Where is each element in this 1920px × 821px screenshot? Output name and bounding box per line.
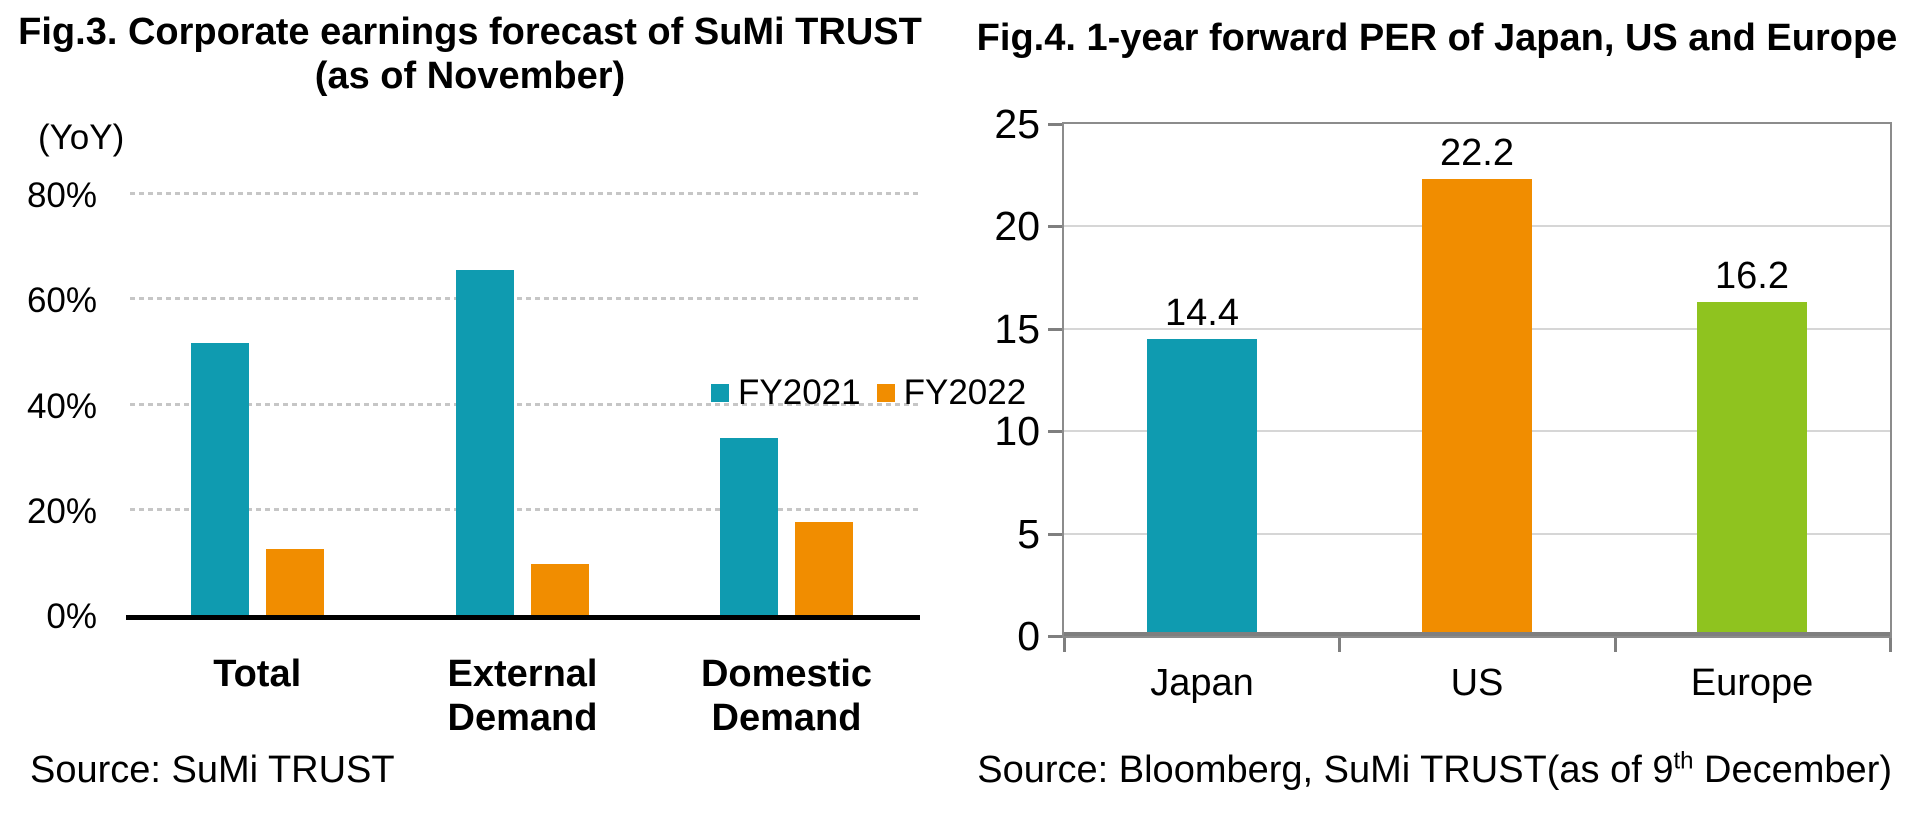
fig3-source: Source: SuMi TRUST <box>30 749 395 791</box>
fig3-ytick-60-: 60% <box>26 281 97 321</box>
fig4-ytick-20: 20 <box>994 203 1040 250</box>
fig4-bar-europe <box>1697 302 1807 634</box>
fig3-title-line1: Fig.3. Corporate earnings forecast of Su… <box>18 11 922 53</box>
fig3-ytick-40-: 40% <box>26 386 97 426</box>
fig4-category-label-europe: Europe <box>1690 662 1814 704</box>
fig3-bar-fy2021-external-demand <box>456 270 514 617</box>
fig4-ytick-0: 0 <box>1017 613 1040 659</box>
fig3-legend-swatch-fy2021 <box>711 384 729 402</box>
fig4-source-superscript: th <box>1673 747 1694 775</box>
fig4-source: Source: Bloomberg, SuMi TRUST(as of 9th … <box>977 748 1892 792</box>
fig3-ytick-20-: 20% <box>26 491 97 531</box>
fig3-legend-item-fy2021: FY2021 <box>711 373 861 413</box>
fig4-category-label-japan: Japan <box>1150 662 1254 704</box>
fig4-xtick-mark-3 <box>1614 638 1617 652</box>
fig3-legend-swatch-fy2022 <box>876 384 895 402</box>
fig3-gridline-60pct <box>130 297 920 301</box>
fig4-xtick-mark-2 <box>1338 638 1341 652</box>
fig4-plot-area <box>1062 122 1892 638</box>
fig3-category-label-domestic-demand-line1: Domestic <box>700 653 873 695</box>
fig3-bar-fy2022-domestic-demand <box>795 522 853 617</box>
fig3-x-axis <box>126 615 920 620</box>
fig4-ytick-mark-20 <box>1048 225 1062 229</box>
fig4-ytick-mark-25 <box>1048 123 1062 126</box>
fig4-bar-value-label-europe: 16.2 <box>1715 255 1789 297</box>
fig4-title: Fig.4. 1-year forward PER of Japan, US a… <box>976 17 1898 59</box>
fig3-title-line2: (as of November) <box>314 55 626 97</box>
fig4-x-axis <box>1064 632 1890 636</box>
fig3-bar-fy2021-domestic-demand <box>720 438 778 617</box>
fig4-xtick-mark-4 <box>1889 638 1892 652</box>
fig3-gridline-40pct <box>130 402 920 406</box>
fig4-ytick-mark-0 <box>1048 635 1062 638</box>
fig3-category-label-total-line1: Total <box>213 653 302 695</box>
fig4-bar-us <box>1422 179 1532 634</box>
fig4-ytick-mark-10 <box>1048 430 1062 434</box>
fig4-source-text: Source: Bloomberg, SuMi TRUST(as of 9 <box>977 749 1674 791</box>
fig3-legend-label-fy2021: FY2021 <box>738 373 861 412</box>
fig4-ytick-10: 10 <box>994 408 1040 455</box>
fig4-bar-japan <box>1147 339 1257 634</box>
fig3-y-axis-unit-label: (YoY) <box>38 118 125 157</box>
fig3-legend-item-fy2022: FY2022 <box>876 373 1027 413</box>
fig3-bar-fy2022-external-demand <box>531 564 589 617</box>
fig3-legend: FY2021 FY2022 <box>711 373 1026 413</box>
fig3-legend-label-fy2022: FY2022 <box>903 373 1027 412</box>
fig3-gridline-20pct <box>130 507 920 511</box>
fig4-ytick-mark-15 <box>1048 327 1062 331</box>
fig4-ytick-15: 15 <box>994 305 1040 352</box>
fig3-title: Fig.3. Corporate earnings forecast of Su… <box>0 10 940 98</box>
fig4-source-suffix: December) <box>1693 749 1892 791</box>
fig3-panel: Fig.3. Corporate earnings forecast of Su… <box>0 10 1026 791</box>
fig4-xtick-mark-1 <box>1063 638 1066 652</box>
fig3-gridline-80pct <box>130 192 920 195</box>
fig3-ytick-0-: 0% <box>46 597 97 636</box>
fig4-ytick-25: 25 <box>994 101 1040 147</box>
fig3-ytick-80-: 80% <box>26 176 97 215</box>
fig4-bar-value-label-us: 22.2 <box>1440 132 1514 174</box>
fig4-bar-value-label-japan: 14.4 <box>1165 292 1239 334</box>
fig3-category-label-external-demand-line2: Demand <box>447 697 598 739</box>
fig3-bar-fy2021-total <box>190 343 249 617</box>
fig3-category-label-domestic-demand-line2: Demand <box>711 697 862 739</box>
fig4-ytick-5: 5 <box>1017 510 1040 557</box>
fig4-ytick-mark-5 <box>1048 532 1062 536</box>
fig4-panel: Fig.4. 1-year forward PER of Japan, US a… <box>960 0 1920 821</box>
fig3-category-label-external-demand-line1: External <box>447 653 598 695</box>
fig4-category-label-us: US <box>1450 662 1504 704</box>
fig3-bar-fy2022-total <box>265 549 324 617</box>
fig3-plot-area: FY2021 FY2022 <box>126 140 1026 620</box>
